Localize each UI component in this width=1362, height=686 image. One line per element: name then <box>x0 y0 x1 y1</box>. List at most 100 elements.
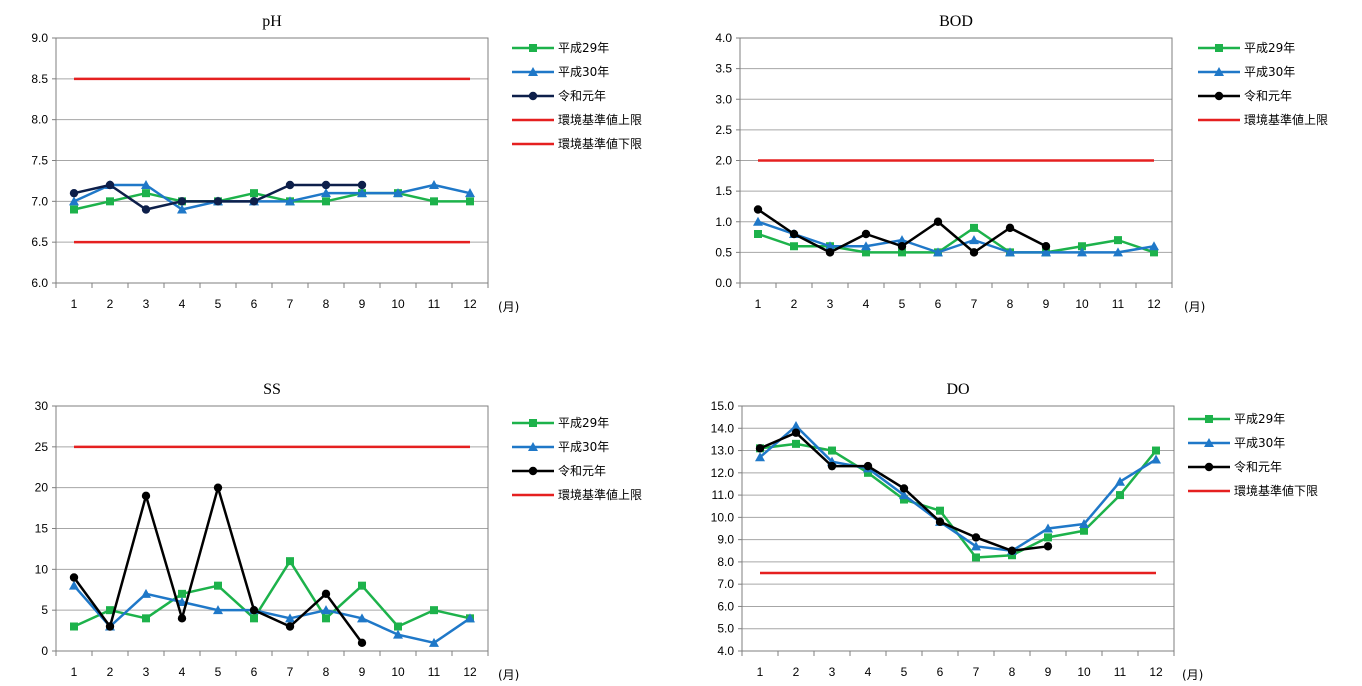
data-point <box>141 180 151 189</box>
legend-item: 環境基準値上限 <box>1198 112 1328 127</box>
x-tick-label: 7 <box>287 297 294 311</box>
x-tick-label: 10 <box>1077 665 1091 679</box>
series-line <box>73 584 471 645</box>
data-point <box>971 541 981 551</box>
legend-item: 令和元年 <box>1198 88 1292 103</box>
series-line <box>73 559 471 628</box>
legend-item: 平成30年 <box>1188 436 1285 450</box>
data-point <box>528 67 538 76</box>
data-point <box>1113 247 1123 257</box>
y-tick-label: 0 <box>41 644 48 658</box>
series-line <box>73 183 471 211</box>
data-point <box>898 248 906 257</box>
y-tick-label: 25 <box>35 440 49 454</box>
y-tick-label: 13.0 <box>711 444 735 458</box>
y-tick-label: 5.0 <box>717 622 734 636</box>
data-point <box>1116 491 1124 500</box>
data-point <box>1078 242 1086 251</box>
y-tick-label: 14.0 <box>711 421 735 435</box>
data-point <box>1005 247 1015 257</box>
chart-ph: pH6.06.57.07.58.08.59.01 2 3 4 5 6 7 8 9 10 11 12 (月… <box>31 13 642 314</box>
x-tick-label: 4 <box>865 665 872 679</box>
data-point <box>178 589 186 598</box>
x-tick-label: 12 <box>463 665 477 679</box>
chart-title: BOD <box>939 13 973 30</box>
data-point <box>789 229 799 239</box>
data-point <box>970 223 978 232</box>
y-tick-label: 6.5 <box>31 235 48 249</box>
x-axis-unit: (月) <box>1184 300 1205 314</box>
x-tick-label: 11 <box>1112 297 1125 311</box>
x-tick-label: 6 <box>251 665 258 679</box>
data-point <box>861 241 871 251</box>
chart-title: pH <box>262 13 282 30</box>
data-point <box>1044 533 1052 542</box>
y-tick-label: 7.0 <box>31 194 48 208</box>
data-point <box>828 446 836 455</box>
x-tick-label: 12 <box>1147 297 1161 311</box>
legend-label: 平成30年 <box>1244 65 1295 79</box>
data-point <box>754 230 762 238</box>
legend-label: 令和元年 <box>1244 88 1292 103</box>
y-tick-label: 8.0 <box>31 113 48 127</box>
x-axis-unit: (月) <box>498 668 519 682</box>
data-point <box>753 216 763 226</box>
legend-label: 環境基準値下限 <box>558 136 642 151</box>
data-point <box>69 580 79 590</box>
series-line <box>759 442 1157 559</box>
y-tick-label: 11.0 <box>712 488 735 502</box>
data-point <box>466 197 474 206</box>
data-point <box>430 606 438 615</box>
data-point <box>863 461 873 471</box>
data-point <box>250 614 258 623</box>
data-point <box>972 553 980 562</box>
data-point <box>105 180 115 190</box>
data-point <box>249 197 259 206</box>
y-tick-label: 2.0 <box>715 154 732 168</box>
data-point <box>357 638 367 648</box>
data-point <box>1114 236 1122 245</box>
data-point <box>357 180 367 190</box>
legend-item: 平成29年 <box>512 41 609 55</box>
data-point <box>792 439 800 448</box>
data-point <box>322 614 330 623</box>
data-point <box>791 421 801 431</box>
x-tick-label: 6 <box>251 297 258 311</box>
x-tick-label: 9 <box>359 297 366 311</box>
data-point <box>322 197 330 206</box>
data-point <box>861 229 871 239</box>
x-tick-label: 9 <box>1045 665 1052 679</box>
data-point <box>529 419 537 427</box>
x-tick-label: 5 <box>215 297 222 311</box>
data-point <box>1077 247 1087 257</box>
legend-item: 令和元年 <box>512 463 606 478</box>
data-point <box>250 189 258 198</box>
data-point <box>394 622 402 631</box>
data-point <box>249 605 259 615</box>
data-point <box>933 247 943 257</box>
data-point <box>1150 248 1158 257</box>
data-point <box>142 614 150 623</box>
legend-label: 平成30年 <box>558 65 609 79</box>
x-tick-label: 5 <box>901 665 908 679</box>
legend-item: 平成29年 <box>1198 41 1295 55</box>
x-tick-label: 12 <box>1149 665 1163 679</box>
chart-do: DO 4.0 5.0 6.0 7.0 8.0 9.0 10.0 11.0 12.0 13.0 14.0… <box>711 381 1318 682</box>
data-point <box>105 622 115 631</box>
data-point <box>1041 242 1051 251</box>
y-tick-label: 1.5 <box>715 184 732 198</box>
x-tick-label: 3 <box>143 297 150 311</box>
y-tick-label: 5 <box>41 603 48 617</box>
x-tick-label: 1 <box>757 665 764 679</box>
series-line <box>757 220 1155 254</box>
data-point <box>827 461 837 471</box>
x-tick-label: 2 <box>107 665 114 679</box>
series-line <box>73 191 470 211</box>
x-tick-label: 9 <box>1043 297 1050 311</box>
x-tick-label: 1 <box>755 297 762 311</box>
x-tick-label: 3 <box>143 665 150 679</box>
y-tick-label: 15 <box>35 522 49 536</box>
chart-title: SS <box>263 381 281 398</box>
data-point <box>393 188 403 198</box>
x-tick-label: 8 <box>1007 297 1014 311</box>
